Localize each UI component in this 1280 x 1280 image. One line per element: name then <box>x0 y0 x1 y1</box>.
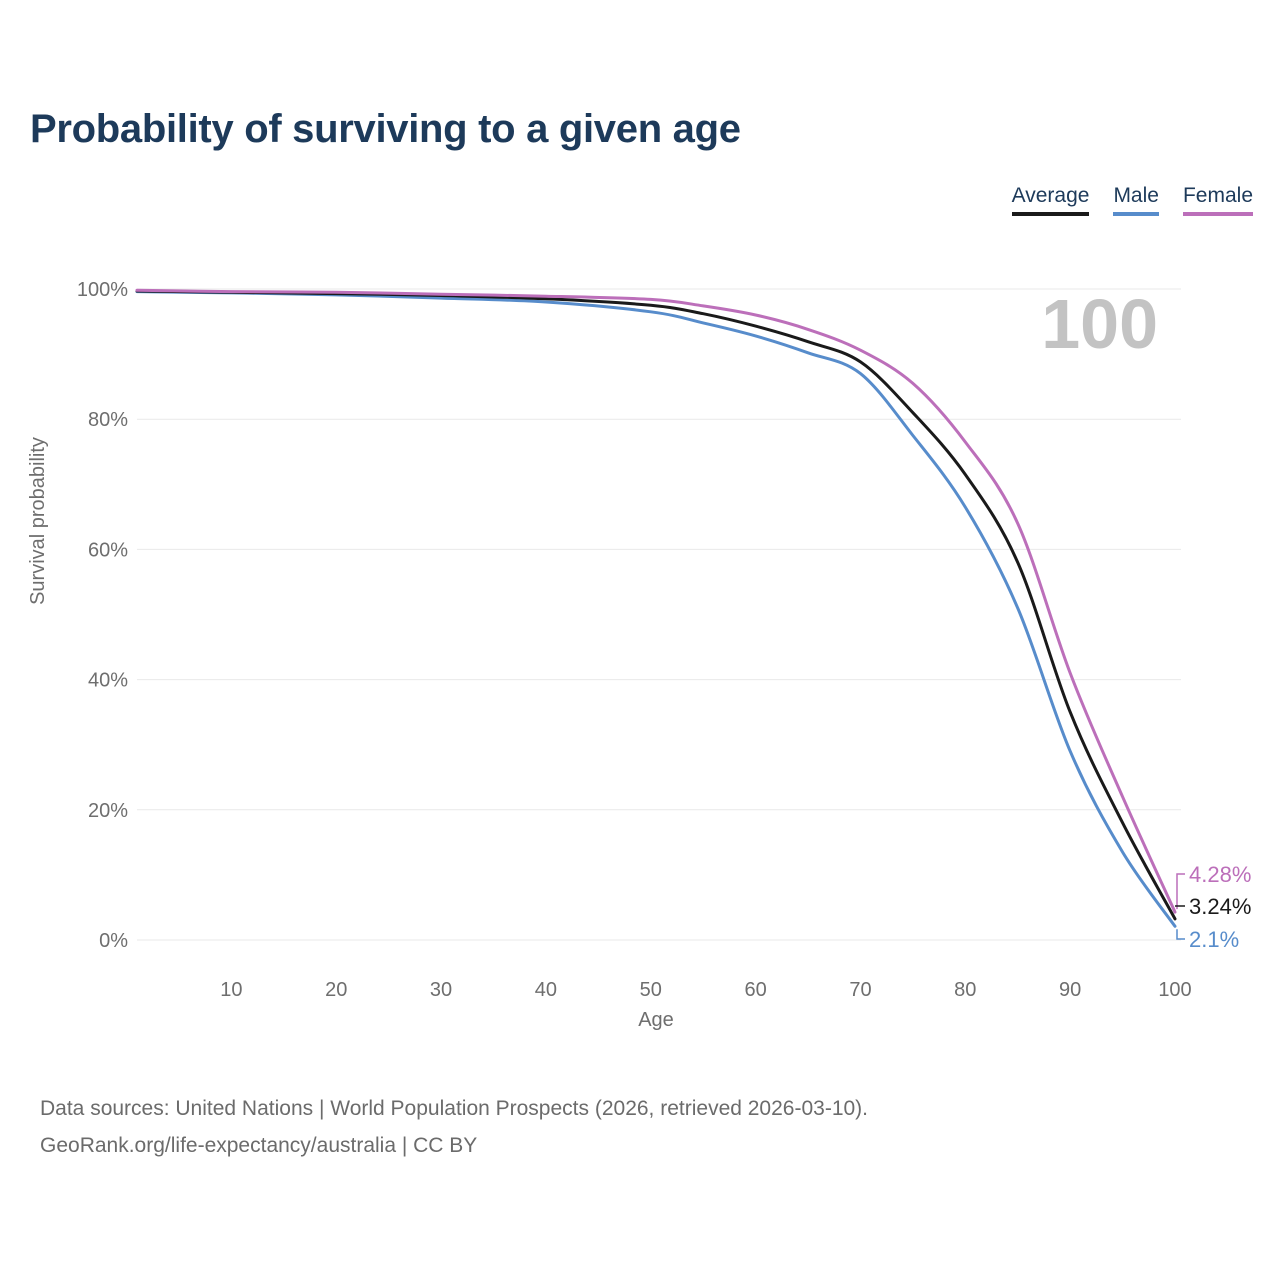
footer: Data sources: United Nations | World Pop… <box>40 1090 868 1164</box>
y-tick-label: 40% <box>88 670 128 692</box>
end-label-connector <box>1176 873 1185 910</box>
x-tick-label: 90 <box>1059 979 1081 1001</box>
legend-item-average[interactable]: Average <box>1011 184 1090 217</box>
series-line-average[interactable] <box>135 289 1177 921</box>
legend-item-female[interactable]: Female <box>1182 184 1253 217</box>
legend: Average Male Female <box>1011 184 1253 217</box>
end-label-layer: 4.28% 3.24% 2.1% <box>1175 862 1251 952</box>
watermark-age-label: 100 <box>1041 285 1158 363</box>
end-label-connector <box>1176 929 1185 940</box>
series-line-female[interactable] <box>135 288 1177 914</box>
y-tick-label: 80% <box>88 409 128 431</box>
grid-layer: 100% 80% 60% 40% 20% 0% 10 20 30 40 50 60 70 80 90 100 <box>77 279 1192 1001</box>
footer-source-line: Data sources: United Nations | World Pop… <box>40 1097 869 1120</box>
x-tick-label: 10 <box>220 979 242 1001</box>
y-tick-label: 100% <box>77 279 128 301</box>
x-tick-label: 70 <box>849 979 871 1001</box>
footer-attribution-line: GeoRank.org/life-expectancy/australia | … <box>40 1134 478 1157</box>
x-tick-label: 50 <box>640 979 662 1001</box>
y-tick-label: 20% <box>88 800 128 822</box>
x-tick-label: 40 <box>535 979 557 1001</box>
end-value-label-male[interactable]: 2.1% <box>1189 927 1239 952</box>
x-axis-title: Age <box>638 1009 674 1031</box>
chart-title: Probability of surviving to a given age <box>30 107 741 151</box>
series-layer <box>135 288 1177 928</box>
end-value-label-female[interactable]: 4.28% <box>1189 862 1251 887</box>
x-tick-label: 60 <box>744 979 766 1001</box>
x-tick-label: 100 <box>1158 979 1191 1001</box>
legend-item-male[interactable]: Male <box>1113 184 1159 217</box>
x-tick-label: 20 <box>325 979 347 1001</box>
y-tick-label: 0% <box>99 930 128 952</box>
y-tick-label: 60% <box>88 539 128 561</box>
end-value-label-average[interactable]: 3.24% <box>1189 894 1251 919</box>
y-axis-title: Survival probability <box>27 437 49 605</box>
series-line-male[interactable] <box>135 290 1177 928</box>
x-tick-label: 80 <box>954 979 976 1001</box>
x-tick-label: 30 <box>430 979 452 1001</box>
